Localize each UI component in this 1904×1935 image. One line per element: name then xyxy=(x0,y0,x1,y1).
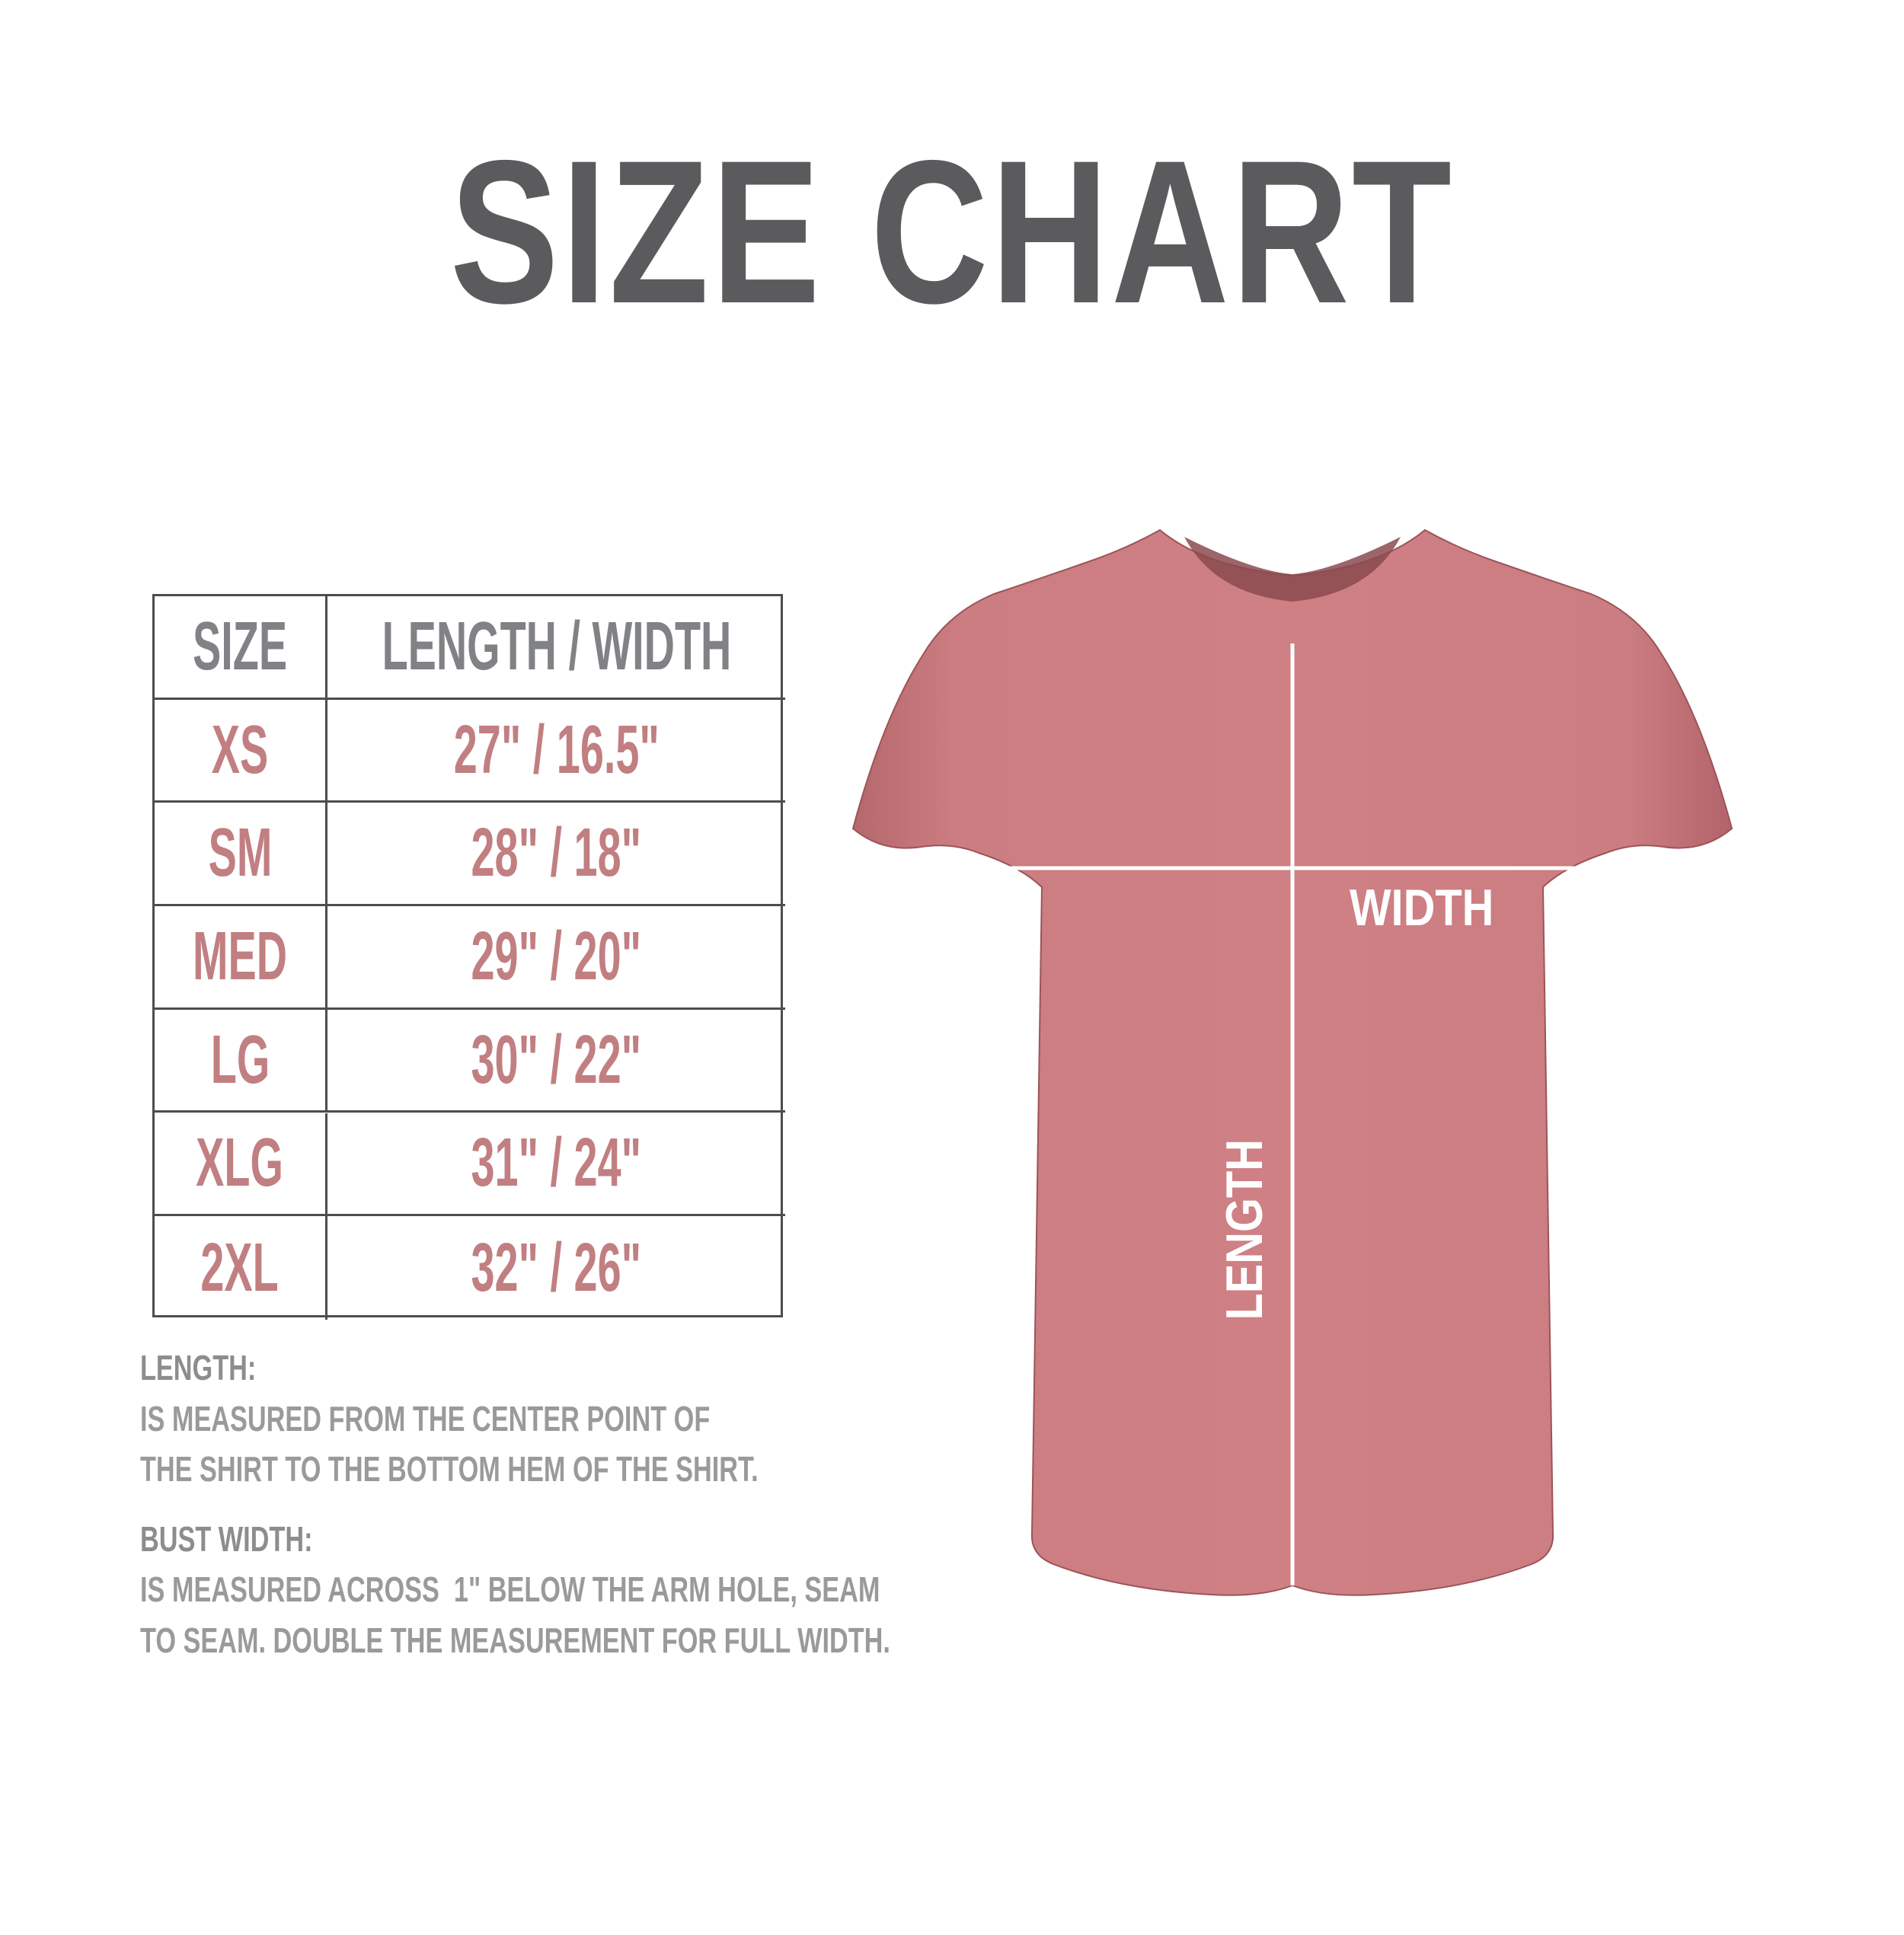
svg-text:LENGTH: LENGTH xyxy=(1216,1139,1273,1320)
svg-text:WIDTH: WIDTH xyxy=(1350,880,1493,937)
